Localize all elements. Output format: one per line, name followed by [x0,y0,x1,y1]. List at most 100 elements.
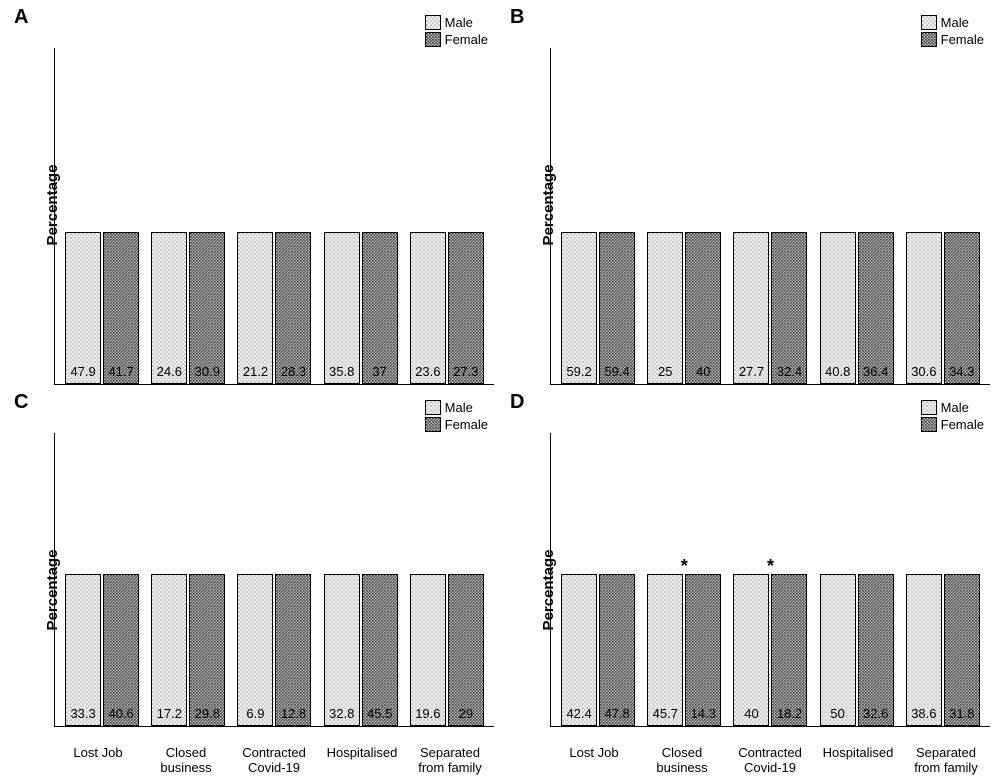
legend-swatch [425,15,441,30]
panel-a: AMaleFemalePercentage47.941.724.630.921.… [10,18,498,393]
bar-group: 38.6 31.8 [905,574,981,726]
legend: MaleFemale [921,14,984,48]
bar-value-label: 27.3 [453,364,478,379]
panel-letter: B [510,6,524,29]
legend-label: Female [445,416,488,433]
bar-value-label: 18.2 [777,706,802,721]
x-axis-label: Closedbusiness [142,745,230,775]
bar-value-label: 24.6 [157,364,182,379]
bar-female: 31.8 [944,574,980,726]
bar-value-label: 12.8 [281,706,306,721]
bar-value-label: 21.2 [243,364,268,379]
legend-label: Female [941,416,984,433]
legend-item: Male [425,399,488,416]
bar-value-label: 47.8 [604,706,629,721]
bar-male: 50 [820,574,856,726]
bar-male: 19.6 [410,574,446,726]
legend-item: Male [921,14,984,31]
bar-female: 37 [362,232,398,384]
bar-male: 23.6 [410,232,446,384]
bar-value-label: 38.6 [911,706,936,721]
bar-value-label: 19.6 [415,706,440,721]
bar-value-label: 31.8 [949,706,974,721]
x-axis-label: Closedbusiness [638,745,726,775]
bar-value-label: 59.4 [604,364,629,379]
bar-value-label: 29 [459,706,473,721]
bar-female: 30.9 [189,232,225,384]
bar-value-label: 36.4 [863,364,888,379]
bar-male: 33.3 [65,574,101,726]
bar-value-label: 47.9 [70,364,95,379]
bar-group: 47.941.7 [64,232,140,384]
x-axis-labels: Lost JobClosedbusinessContractedCovid-19… [550,745,990,775]
bar-female: 14.3 [685,574,721,726]
x-axis-label: Separatedfrom family [902,745,990,775]
bar-male: 30.6 [906,232,942,384]
panel-letter: D [510,391,524,414]
bar-male: 59.2 [561,232,597,384]
legend-label: Male [445,399,473,416]
legend-item: Male [921,399,984,416]
bar-female: 32.6 [858,574,894,726]
bar-male: 38.6 [906,574,942,726]
plot-area: 47.941.7 24.6 30.9 21.2 28.3 35.837 23.6 27.3 [54,48,494,385]
bar-group: 33.3 40.6 [64,574,140,726]
bar-female: 12.8 [275,574,311,726]
bar-male: 25 [647,232,683,384]
bar-group: 23.6 27.3 [409,232,485,384]
bar-group: 30.6 34.3 [905,232,981,384]
legend-item: Female [921,416,984,433]
bar-value-label: 25 [658,364,672,379]
bar-male: 24.6 [151,232,187,384]
legend-swatch [425,400,441,415]
bar-value-label: 32.4 [777,364,802,379]
legend-label: Female [445,31,488,48]
legend-swatch [921,400,937,415]
bar-female: 59.4 [599,232,635,384]
bar-group: 17.2 29.8 [150,574,226,726]
bar-value-label: 14.3 [691,706,716,721]
legend-label: Male [941,14,969,31]
plot-area: 42.447.8*45.714.3*4018.25032.638.631.8 [550,433,990,728]
legend-item: Male [425,14,488,31]
x-axis-label: Separatedfrom family [406,745,494,775]
panel-letter: A [14,6,28,29]
x-axis-label: ContractedCovid-19 [726,745,814,775]
bar-value-label: 45.7 [653,706,678,721]
legend-label: Male [941,399,969,416]
bar-group: 27.7 32.4 [732,232,808,384]
bar-value-label: 17.2 [157,706,182,721]
bar-group: *4018.2 [732,574,808,726]
legend-item: Female [921,31,984,48]
bar-female: 45.5 [362,574,398,726]
bar-group: 50 32.6 [819,574,895,726]
bar-male: 35.8 [324,232,360,384]
bar-group: 32.8 45.5 [323,574,399,726]
bar-female: 18.2 [771,574,807,726]
x-axis-label: Hospitalised [814,745,902,775]
legend: MaleFemale [425,14,488,48]
x-axis-labels: Lost JobClosedbusinessContractedCovid-19… [54,745,494,775]
legend: MaleFemale [921,399,984,433]
bar-female: 47.8 [599,574,635,726]
bar-female: 29.8 [189,574,225,726]
legend: MaleFemale [425,399,488,433]
bar-female: 40.6 [103,574,139,726]
bar-value-label: 42.4 [566,706,591,721]
legend-label: Female [941,31,984,48]
bar-value-label: 34.3 [949,364,974,379]
bar-value-label: 27.7 [739,364,764,379]
bar-group: *45.714.3 [646,574,722,726]
bar-value-label: 33.3 [70,706,95,721]
bar-value-label: 30.6 [911,364,936,379]
bar-value-label: 28.3 [281,364,306,379]
bar-value-label: 40 [744,706,758,721]
bar-group: 59.2 59.4 [560,232,636,384]
bar-value-label: 32.8 [329,706,354,721]
panel-b: BMaleFemalePercentage59.259.4254027.732.… [506,18,994,393]
bar-value-label: 50 [830,706,844,721]
panel-c: CMaleFemalePercentage33.340.617.229.86.9… [10,403,498,778]
bar-value-label: 59.2 [566,364,591,379]
legend-swatch [425,417,441,432]
legend-item: Female [425,416,488,433]
